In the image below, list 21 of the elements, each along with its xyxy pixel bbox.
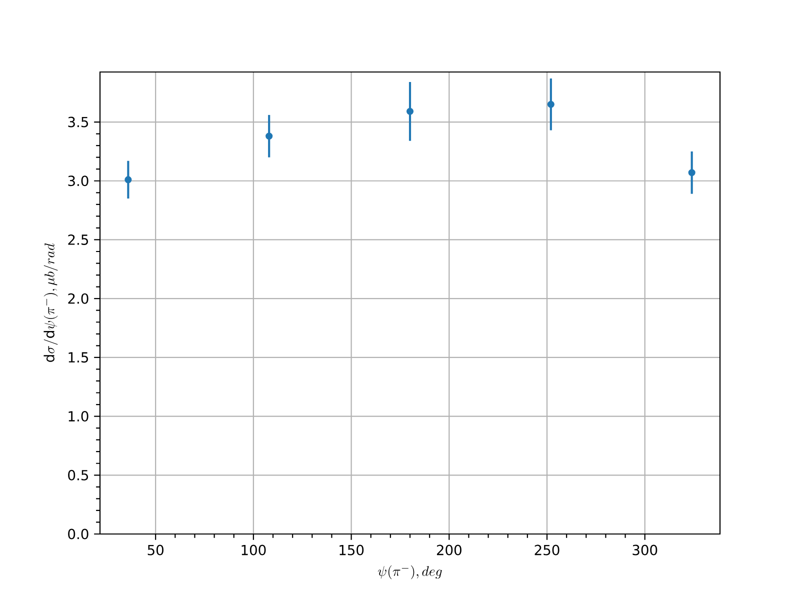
point xyxy=(547,100,554,108)
y-tick-label: 2.5 xyxy=(68,234,88,245)
y-tick-label: 0.0 xyxy=(68,528,88,540)
y-tick-label: 0.5 xyxy=(68,470,88,480)
x-tick-label: 300 xyxy=(632,544,658,556)
y-tick-label: 1.0 xyxy=(68,411,88,422)
y-axis-title: $\mathrm{d}\sigma/\mathrm{d}\psi(\pi^{-}), \mu b/rad$ xyxy=(44,243,58,362)
x-tick-label: 250 xyxy=(534,544,560,556)
x-axis-title: $\psi(\pi^{-}), deg$ xyxy=(378,565,442,580)
x-tick-label: 150 xyxy=(340,544,364,556)
point xyxy=(406,108,414,115)
y-tick-label: 2.0 xyxy=(68,293,88,304)
y-tick-label: 1.5 xyxy=(68,352,88,363)
y-tick-label: 3.0 xyxy=(68,176,88,186)
x-tick-label: 200 xyxy=(436,544,462,556)
x-tick-label: 50 xyxy=(148,544,164,556)
point xyxy=(124,176,132,184)
point xyxy=(266,132,273,140)
point xyxy=(688,169,696,176)
y-tick-label: 3.5 xyxy=(68,116,88,128)
x-tick-label: 100 xyxy=(242,544,266,556)
